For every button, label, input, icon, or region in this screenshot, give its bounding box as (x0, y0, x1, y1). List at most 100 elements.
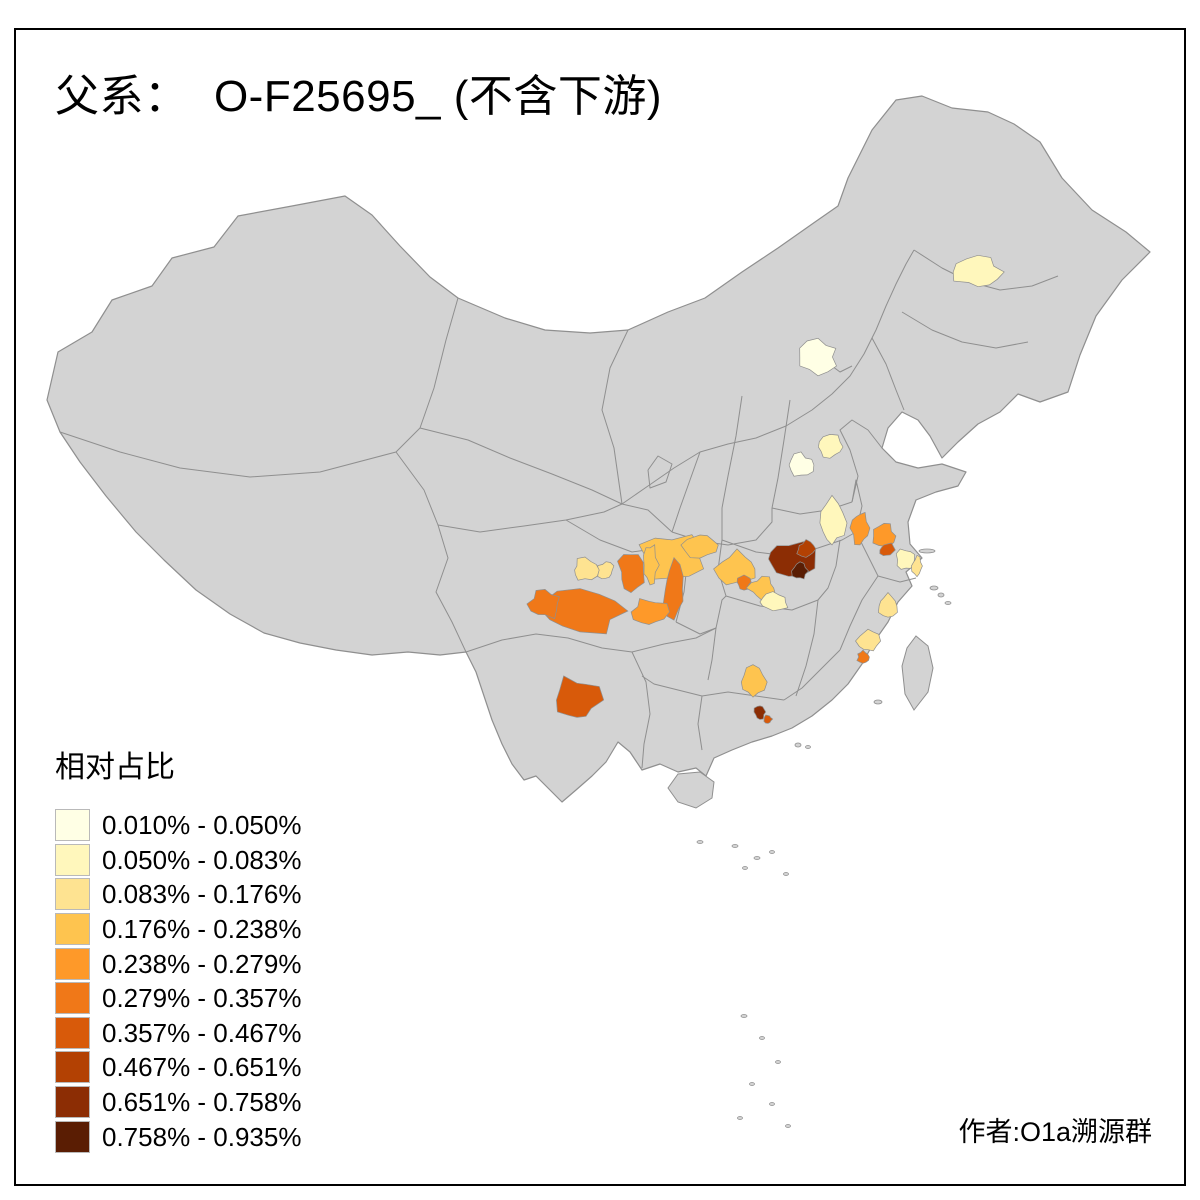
legend-item: 0.279% - 0.357% (55, 981, 301, 1016)
legend-rows: 0.010% - 0.050% 0.050% - 0.083% 0.083% - 0… (55, 808, 301, 1154)
legend: 相对占比 0.010% - 0.050% 0.050% - 0.083% 0.083… (55, 742, 301, 1154)
legend-swatch (55, 1086, 90, 1119)
province-border-line (877, 575, 917, 583)
region-patch (526, 589, 560, 620)
legend-item: 0.083% - 0.176% (55, 877, 301, 912)
province-border-line (631, 651, 651, 769)
highlighted-prefectures (526, 254, 1005, 724)
province-border-line (839, 575, 879, 651)
province-border-line (817, 539, 841, 601)
province-border-line (839, 419, 883, 503)
legend-label: 0.279% - 0.357% (102, 983, 302, 1014)
province-border-line (647, 455, 673, 489)
islet (742, 866, 748, 870)
legend-label: 0.238% - 0.279% (102, 948, 302, 979)
region-patch (799, 337, 837, 377)
region-patch (911, 554, 923, 578)
islet (740, 1014, 748, 1018)
islet (753, 856, 761, 860)
province-border-line (621, 249, 915, 505)
attribution-text: 作者:O1a溯源群 (958, 1117, 1152, 1147)
islet (769, 1102, 775, 1106)
region-patch (796, 539, 817, 558)
legend-item: 0.238% - 0.279% (55, 946, 301, 981)
region-patch (662, 557, 684, 621)
legend-label: 0.357% - 0.467% (102, 1017, 302, 1048)
legend-label: 0.176% - 0.238% (102, 914, 302, 945)
islet (937, 592, 945, 598)
legend-label: 0.010% - 0.050% (102, 810, 302, 841)
legend-swatch (55, 843, 90, 876)
islet (873, 699, 883, 705)
province-border-line (697, 695, 703, 751)
legend-item: 0.176% - 0.238% (55, 912, 301, 947)
legend-item: 0.467% - 0.651% (55, 1050, 301, 1085)
islet (696, 840, 704, 844)
legend-item: 0.651% - 0.758% (55, 1085, 301, 1120)
province-border-line (671, 451, 701, 533)
islet (794, 742, 802, 748)
region-patch (759, 591, 789, 612)
islet (737, 1116, 743, 1120)
region-patch (556, 675, 605, 718)
legend-swatch (55, 947, 90, 980)
province-border-line (795, 599, 819, 697)
province-border-line (631, 627, 717, 653)
taiwan-island (901, 635, 934, 711)
legend-title: 相对占比 (55, 751, 175, 784)
province-border-line (419, 427, 623, 505)
islet (775, 1060, 781, 1064)
region-patch (895, 548, 916, 570)
hainan-island (667, 771, 715, 809)
province-border-line (59, 431, 397, 478)
legend-label: 0.050% - 0.083% (102, 844, 302, 875)
islet (769, 850, 775, 854)
province-border-line (771, 501, 853, 515)
islet (929, 585, 939, 591)
legend-label: 0.083% - 0.176% (102, 879, 302, 910)
legend-item: 0.357% - 0.467% (55, 1016, 301, 1051)
province-border-line (721, 395, 743, 509)
region-patch (788, 451, 815, 477)
islet (944, 601, 952, 605)
islet (783, 872, 789, 876)
province-border-line (465, 633, 633, 653)
legend-label: 0.467% - 0.651% (102, 1052, 302, 1083)
legend-swatch (55, 982, 90, 1015)
region-patch (643, 544, 660, 586)
region-patch (818, 434, 844, 459)
region-patch (753, 705, 767, 720)
legend-swatch (55, 1120, 90, 1153)
legend-item: 0.758% - 0.935% (55, 1119, 301, 1154)
region-patch (856, 649, 870, 664)
region-patch (630, 598, 670, 625)
region-patch (878, 591, 898, 618)
islet (918, 548, 936, 554)
province-border-line (437, 503, 623, 533)
legend-swatch (55, 1016, 90, 1049)
islet (759, 1036, 765, 1040)
legend-item: 0.010% - 0.050% (55, 808, 301, 843)
islet (785, 1124, 791, 1128)
map-title: 父系： O-F25695_ (不含下游) (55, 72, 663, 121)
province-border-line (395, 297, 459, 453)
region-patch (879, 542, 896, 556)
province-borders (59, 249, 1059, 769)
legend-swatch (55, 913, 90, 946)
legend-swatch (55, 1051, 90, 1084)
region-patch (680, 534, 719, 559)
legend-label: 0.651% - 0.758% (102, 1087, 302, 1118)
legend-swatch (55, 809, 90, 842)
islet (731, 844, 739, 848)
region-patch (617, 554, 645, 594)
province-border-line (621, 503, 673, 533)
legend-label: 0.758% - 0.935% (102, 1121, 302, 1152)
province-border-line (783, 649, 841, 701)
region-patch (791, 561, 809, 580)
islet (805, 745, 811, 749)
province-border-line (707, 627, 717, 681)
province-border-line (601, 329, 629, 505)
province-border-line (871, 337, 905, 411)
province-border-line (771, 399, 791, 509)
